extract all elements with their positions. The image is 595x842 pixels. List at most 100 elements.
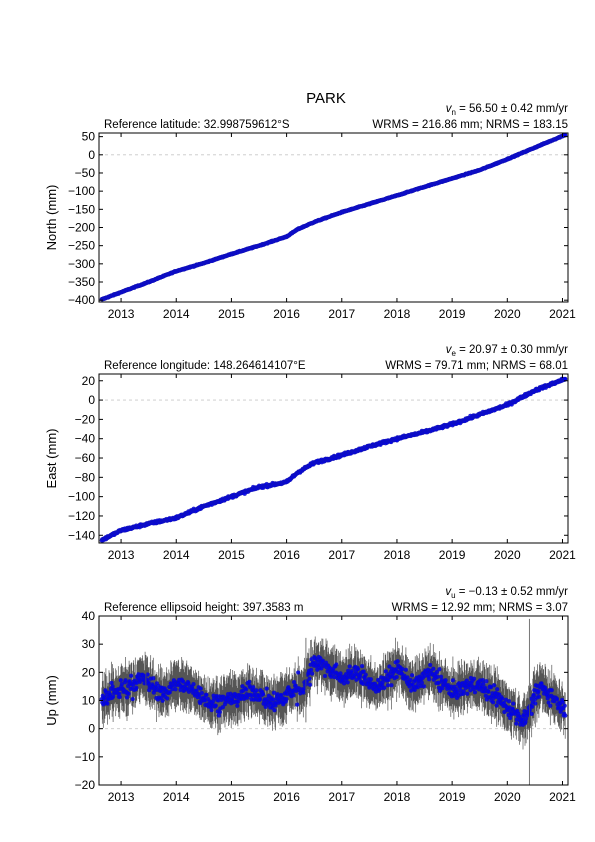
data-point <box>409 673 415 678</box>
data-point <box>334 662 339 667</box>
data-point <box>105 701 110 706</box>
data-point <box>309 671 315 676</box>
reference-label: Reference longitude: 148.264614107°E <box>104 360 306 372</box>
data-point <box>345 680 350 685</box>
data-point <box>428 662 433 668</box>
data-point <box>426 677 432 682</box>
data-point <box>199 690 204 696</box>
data-point <box>491 683 497 688</box>
data-point <box>382 685 387 691</box>
data-point <box>296 670 301 675</box>
x-tick-label: 2017 <box>328 790 355 804</box>
data-point <box>363 672 368 677</box>
y-tick-label: −140 <box>68 528 95 542</box>
y-tick-label: −100 <box>68 490 95 504</box>
y-tick-label: 50 <box>82 130 96 144</box>
y-tick-label: −20 <box>75 412 96 426</box>
data-point <box>461 689 466 694</box>
data-point <box>434 669 440 675</box>
data-point <box>511 701 516 706</box>
data-point <box>308 667 314 673</box>
data-point <box>291 693 296 698</box>
x-tick-label: 2013 <box>108 548 135 562</box>
y-tick-label: −300 <box>68 257 95 271</box>
velocity-subscript: u <box>451 591 455 600</box>
x-tick-label: 2020 <box>494 548 521 562</box>
data-point <box>421 684 427 689</box>
data-point <box>394 674 399 680</box>
reference-label: Reference latitude: 32.998759612°S <box>104 119 290 131</box>
y-axis-label: East (mm) <box>44 429 59 489</box>
data-point <box>464 678 469 683</box>
y-tick-label: −40 <box>75 432 96 446</box>
velocity-subscript: n <box>451 108 455 117</box>
data-point <box>243 687 249 692</box>
data-point <box>403 667 409 672</box>
data-point <box>361 669 366 674</box>
y-tick-label: −20 <box>75 778 96 792</box>
y-tick-label: −10 <box>75 750 96 764</box>
x-tick-label: 2018 <box>384 548 411 562</box>
x-tick-label: 2019 <box>439 548 466 562</box>
data-series-east <box>99 376 568 543</box>
data-point <box>251 685 256 690</box>
station-title: PARK <box>306 90 346 107</box>
panel-east: −140 −120 −100 −80 −60 −40 −20 0 20 2013 2014 2015 2… <box>44 344 576 562</box>
velocity-label: ve = 20.97 ± 0.30 mm/yr <box>446 344 568 358</box>
rms-label: WRMS = 79.71 mm; NRMS = 68.01 <box>385 360 568 372</box>
data-point <box>301 690 306 695</box>
data-point <box>472 690 478 695</box>
data-point <box>167 690 172 695</box>
x-tick-label: 2018 <box>384 790 411 804</box>
data-point <box>272 708 277 713</box>
y-axis-label: Up (mm) <box>44 675 59 726</box>
data-point <box>347 664 352 669</box>
data-point <box>437 667 442 672</box>
data-point <box>486 689 491 694</box>
velocity-value: = 20.97 ± 0.30 mm/yr <box>456 344 568 356</box>
x-tick-label: 2019 <box>439 307 466 321</box>
x-tick-label: 2014 <box>163 790 190 804</box>
data-point <box>213 703 218 708</box>
y-tick-label: −150 <box>68 202 95 216</box>
y-tick-label: −350 <box>68 275 95 289</box>
y-tick-label: −400 <box>68 293 95 307</box>
data-point <box>529 711 534 717</box>
data-point <box>165 696 170 701</box>
data-point <box>562 703 567 708</box>
data-point <box>322 673 328 679</box>
data-point <box>400 666 405 672</box>
data-point <box>134 685 139 690</box>
data-point <box>260 691 266 697</box>
data-point <box>514 721 519 726</box>
x-tick-label: 2015 <box>218 548 245 562</box>
data-point <box>490 700 496 705</box>
data-point <box>235 703 240 708</box>
velocity-label: vu = −0.13 ± 0.52 mm/yr <box>445 586 568 600</box>
data-point <box>548 703 553 708</box>
data-point <box>419 680 425 685</box>
y-tick-label: 20 <box>82 374 96 388</box>
data-point <box>118 678 123 683</box>
velocity-subscript: e <box>451 349 456 358</box>
data-point <box>247 679 252 685</box>
x-tick-label: 2014 <box>163 548 190 562</box>
velocity-symbol: v <box>446 103 453 115</box>
data-point <box>349 668 354 674</box>
x-tick-label: 2015 <box>218 307 245 321</box>
x-tick-label: 2013 <box>108 790 135 804</box>
data-point <box>217 709 222 715</box>
data-point <box>271 690 277 695</box>
data-point <box>507 715 513 721</box>
data-point <box>307 682 313 687</box>
data-point <box>130 696 135 702</box>
y-tick-label: 30 <box>82 637 96 651</box>
data-point <box>563 713 568 718</box>
data-point <box>126 691 131 696</box>
x-tick-label: 2016 <box>273 307 300 321</box>
velocity-label: vn = 56.50 ± 0.42 mm/yr <box>446 103 568 117</box>
data-point <box>355 667 361 672</box>
data-point <box>284 696 289 702</box>
data-point <box>264 686 269 691</box>
data-point <box>383 669 388 674</box>
